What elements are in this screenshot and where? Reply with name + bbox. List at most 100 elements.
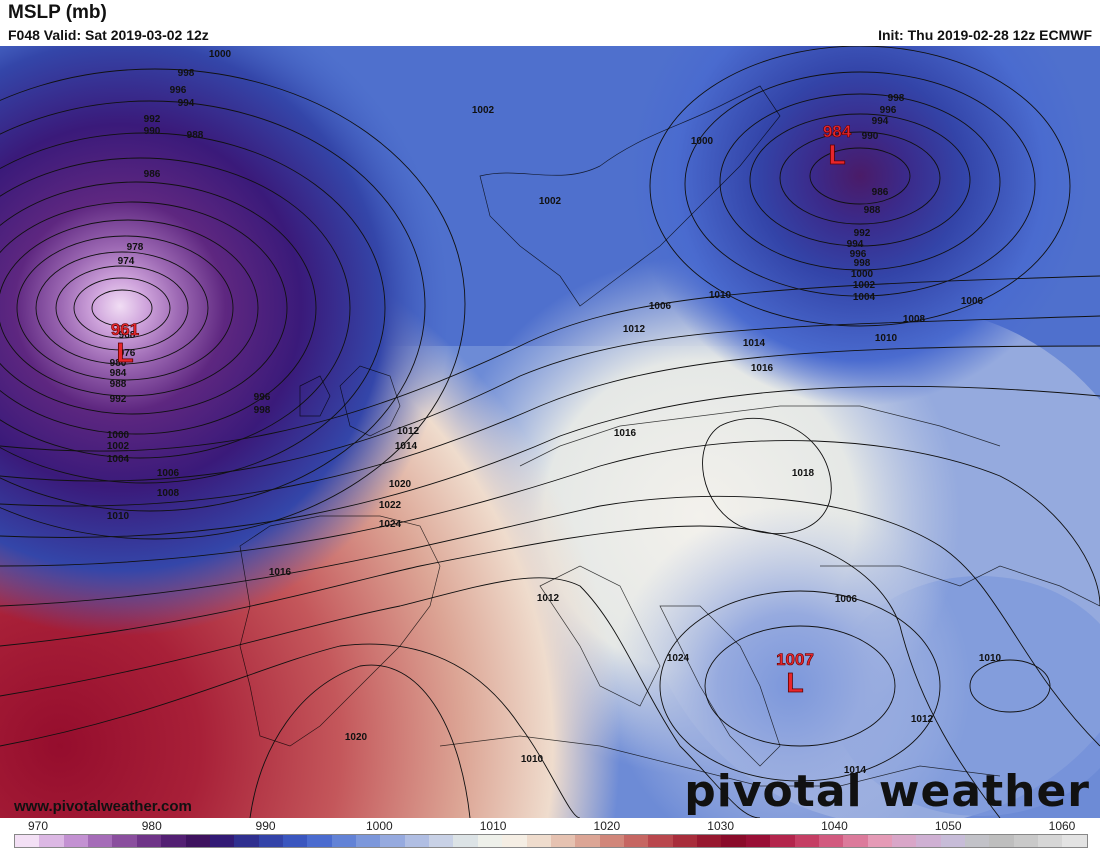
map-title: MSLP (mb) xyxy=(8,2,107,23)
colorbar-swatch xyxy=(185,835,210,847)
contour-label: 992 xyxy=(110,394,127,405)
colorbar-swatch xyxy=(453,835,478,847)
contour-label: 1012 xyxy=(397,426,420,437)
colorbar-swatch xyxy=(282,835,308,847)
contour-label: 992 xyxy=(854,228,871,239)
colorbar-swatch xyxy=(599,835,624,847)
contour-label: 1010 xyxy=(875,333,898,344)
colorbar-swatch xyxy=(550,835,576,847)
contour-label: 1016 xyxy=(614,428,637,439)
colorbar-swatch xyxy=(429,835,454,847)
low-pressure-value: 961 xyxy=(110,320,140,340)
contour-label: 980 xyxy=(110,358,127,369)
colorbar-tick-label: 1000 xyxy=(365,819,393,833)
contour-label: 1006 xyxy=(835,594,858,605)
contour-label: 1004 xyxy=(107,454,130,465)
contour-label: 994 xyxy=(847,239,864,250)
contour-label: 1004 xyxy=(853,292,876,303)
header: MSLP (mb) F048 Valid: Sat 2019-03-02 12z… xyxy=(0,0,1100,46)
colorbar-tick-label: 1030 xyxy=(707,819,735,833)
colorbar-tick-label: 1040 xyxy=(821,819,848,833)
colorbar-swatch xyxy=(965,835,990,847)
contour-label: 968 xyxy=(119,330,136,341)
colorbar-swatch xyxy=(63,835,89,847)
contour-label: 978 xyxy=(127,242,144,253)
colorbar-swatch xyxy=(745,835,771,847)
contour-label: 1006 xyxy=(961,296,984,307)
contour-label: 1012 xyxy=(537,593,560,604)
contour-label: 996 xyxy=(880,105,897,116)
contour-label: 1000 xyxy=(691,136,714,147)
low-pressure-atlantic: 961 L xyxy=(110,320,140,368)
colorbar-swatch xyxy=(916,835,941,847)
contour-label: 1016 xyxy=(751,363,774,374)
colorbar-swatch xyxy=(112,835,137,847)
colorbar-swatch xyxy=(989,835,1014,847)
contour-label: 996 xyxy=(254,392,271,403)
contour-label: 1014 xyxy=(743,338,766,349)
contour-label: 998 xyxy=(888,93,905,104)
low-pressure-symbol: L xyxy=(116,337,134,368)
colorbar-swatch xyxy=(721,835,746,847)
contour-label: 976 xyxy=(119,348,136,359)
colorbar-tick-label: 970 xyxy=(27,819,49,833)
colorbar-swatch xyxy=(307,835,332,847)
contour-label: 1000 xyxy=(107,430,130,441)
colorbar-swatch xyxy=(39,835,64,847)
colorbar-swatch xyxy=(867,835,892,847)
contour-label: 994 xyxy=(872,116,889,127)
init-time: Init: Thu 2019-02-28 12z ECMWF xyxy=(878,27,1092,43)
contour-label: 996 xyxy=(170,85,187,96)
low-pressure-greece: 1007 L xyxy=(776,650,814,698)
colorbar-swatch xyxy=(1062,835,1087,847)
contour-label: 1000 xyxy=(209,49,232,60)
colorbar-swatch xyxy=(648,835,673,847)
colorbar-tick-label: 1050 xyxy=(934,819,962,833)
colorbar-swatch xyxy=(526,835,551,847)
colorbar-tick-label: 1020 xyxy=(593,819,621,833)
contour-label: 1002 xyxy=(472,105,495,116)
colorbar-swatch xyxy=(380,835,405,847)
colorbar-swatch xyxy=(234,835,259,847)
colorbar-swatch xyxy=(575,835,600,847)
contour-label: 988 xyxy=(864,205,881,216)
low-pressure-scandinavia: 984 L xyxy=(823,122,852,170)
contour-label: 986 xyxy=(144,169,161,180)
colorbar-swatch xyxy=(794,835,819,847)
contour-label: 1010 xyxy=(709,290,732,301)
isobars-general xyxy=(0,275,1100,818)
low-pressure-symbol: L xyxy=(786,667,804,698)
colorbar-swatch xyxy=(209,835,235,847)
website-url: www.pivotalweather.com xyxy=(14,798,192,815)
contour-label: 1002 xyxy=(107,441,130,452)
contour-label: 994 xyxy=(178,98,195,109)
contour-label: 1006 xyxy=(649,301,672,312)
contour-label: 1006 xyxy=(157,468,180,479)
contour-label: 1008 xyxy=(903,314,926,325)
colorbar-swatch xyxy=(15,835,40,847)
contour-label: 996 xyxy=(850,249,867,260)
colorbar-swatch xyxy=(331,835,357,847)
colorbar-swatch xyxy=(623,835,649,847)
contour-label: 1002 xyxy=(539,196,562,207)
colorbar-swatch xyxy=(1038,835,1063,847)
contour-label: 998 xyxy=(254,405,271,416)
contour-label: 1016 xyxy=(269,567,292,578)
colorbar-tick-label: 980 xyxy=(141,819,162,833)
contour-label: 988 xyxy=(187,130,204,141)
contour-label: 998 xyxy=(178,68,195,79)
contour-label: 1010 xyxy=(107,511,130,522)
colorbar-ticks: 970 980 990 1000 1010 1020 1030 1040 1050 1060 xyxy=(0,818,1100,833)
contour-label: 988 xyxy=(110,379,127,390)
colorbar-tick-label: 1060 xyxy=(1048,819,1076,833)
brand-logo: pivotal weather xyxy=(684,766,1090,817)
colorbar-tick-label: 1010 xyxy=(479,819,507,833)
contour-label: 1012 xyxy=(911,714,934,725)
colorbar-swatch xyxy=(477,835,503,847)
colorbar-swatch xyxy=(1013,835,1039,847)
low-pressure-symbol: L xyxy=(828,139,846,170)
colorbar-swatch xyxy=(770,835,795,847)
pressure-map: 1000 998 996 994 992 990 988 986 978 974 968 976 980… xyxy=(0,46,1100,818)
contour-label: 974 xyxy=(118,256,135,267)
colorbar-swatch xyxy=(843,835,868,847)
